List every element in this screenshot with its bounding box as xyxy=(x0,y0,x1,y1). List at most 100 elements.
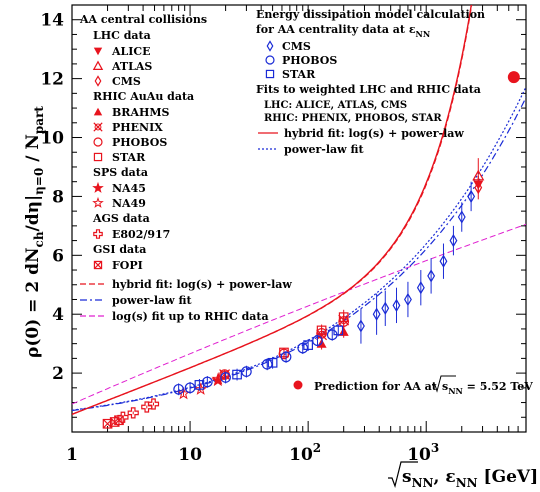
legend-marker xyxy=(94,75,102,87)
data-point xyxy=(261,358,273,370)
data-point xyxy=(404,292,412,307)
legend-line-label: log(s) fit up to RHIC data xyxy=(112,310,269,323)
y-tick-label: 6 xyxy=(52,246,64,266)
data-point xyxy=(381,301,390,315)
log-fit-curve xyxy=(72,223,526,405)
data-point xyxy=(439,254,448,268)
legend-line-label: hybrid fit: log(s) + power-law xyxy=(112,278,292,291)
prediction-sqrt-sign xyxy=(432,375,456,393)
y-tick-label: 14 xyxy=(40,11,64,31)
data-point xyxy=(114,415,124,426)
legend-marker xyxy=(93,229,103,239)
data-point xyxy=(220,372,231,383)
data-point xyxy=(449,233,458,248)
legend-item-label: PHOBOS xyxy=(282,54,337,67)
data-point xyxy=(303,340,313,350)
data-point xyxy=(427,269,436,283)
data-point xyxy=(267,357,278,368)
data-point xyxy=(280,351,292,363)
legend-marker xyxy=(93,107,103,116)
legend-item-label: ALICE xyxy=(111,45,151,58)
y-tick-label: 4 xyxy=(52,305,64,325)
legend-item-label: STAR xyxy=(112,151,146,164)
data-points xyxy=(102,158,485,429)
legend-marker xyxy=(93,47,103,56)
data-point xyxy=(147,398,160,410)
legend-item-label: CMS xyxy=(112,75,141,88)
legend-item-label: CMS xyxy=(282,40,311,53)
data-point xyxy=(392,298,401,313)
legend-marker xyxy=(92,196,104,208)
legend-marker xyxy=(93,137,103,147)
legend-item-label: FOPI xyxy=(112,259,143,272)
x-tick-label: 10 xyxy=(178,445,202,465)
data-point xyxy=(333,325,344,336)
legend-fits-subtitle: LHC: ALICE, ATLAS, CMS xyxy=(264,100,407,111)
data-point xyxy=(416,281,425,295)
data-point xyxy=(467,189,476,204)
data-point xyxy=(338,312,349,323)
legend-marker xyxy=(265,69,275,79)
legend-right-title: Energy dissipation model calculation xyxy=(256,8,485,21)
hybrid-fit-curve xyxy=(72,5,472,415)
legend-item-label: E802/917 xyxy=(112,228,170,241)
data-point xyxy=(194,382,208,395)
legend-item-label: NA49 xyxy=(112,197,146,210)
y-tick-label: 12 xyxy=(40,70,64,90)
data-point xyxy=(232,369,242,380)
x-tick-label: 102 xyxy=(289,441,321,465)
prediction-label: Prediction for AA at xyxy=(314,380,438,393)
data-point xyxy=(338,326,349,336)
data-point xyxy=(316,325,327,336)
legend-group-title: RHIC AuAu data xyxy=(93,90,194,103)
legend-item-label: NA45 xyxy=(112,182,146,195)
legend-marker xyxy=(93,152,103,162)
legend-line-label: power-law fit xyxy=(112,294,192,307)
legend-marker xyxy=(265,55,275,65)
y-axis-label: ρ(0) = 2 dNch/dη|η=0 / Npart xyxy=(23,106,46,358)
data-point xyxy=(127,407,139,419)
data-point xyxy=(173,383,184,395)
legend-line-label: power-law fit xyxy=(284,143,364,156)
data-point xyxy=(201,376,213,388)
legend-fits-subtitle: RHIC: PHENIX, PHOBOS, STAR xyxy=(264,113,442,124)
y-tick-label: 8 xyxy=(52,187,64,207)
plot-frame xyxy=(71,4,527,433)
legend-item-label: BRAHMS xyxy=(112,106,170,119)
prediction-point xyxy=(507,71,520,84)
legend-marker xyxy=(93,260,103,270)
y-tick-label: 2 xyxy=(52,364,64,384)
data-point xyxy=(372,307,381,321)
legend-marker xyxy=(92,60,104,71)
legend-line-label: hybrid fit: log(s) + power-law xyxy=(284,127,464,140)
sqrt-sign xyxy=(388,461,418,489)
data-point xyxy=(474,180,483,195)
legend-group-title: AGS data xyxy=(92,212,150,225)
data-point xyxy=(457,210,466,224)
data-point xyxy=(194,380,205,390)
y-tick-label: 10 xyxy=(40,129,64,149)
legend-fits-title: Fits to weighted LHC and RHIC data xyxy=(256,83,481,96)
x-axis-label: sNN, εNN [GeV] xyxy=(402,467,538,490)
legend-item-label: PHOBOS xyxy=(112,136,167,149)
legend-right: Energy dissipation model calculation for … xyxy=(256,8,485,156)
legend-item-label: ATLAS xyxy=(111,60,152,73)
data-point xyxy=(211,371,225,385)
x-tick-label: 1 xyxy=(66,445,78,465)
prediction-legend-marker xyxy=(293,380,303,390)
legend-group-title: LHC data xyxy=(93,29,151,42)
legend-marker xyxy=(266,40,274,52)
data-point xyxy=(357,319,365,333)
prediction-sqrt-s: sNN = 5.52 TeV xyxy=(442,380,533,396)
data-point xyxy=(297,342,309,354)
legend-item-label: PHENIX xyxy=(112,121,163,134)
legend-marker xyxy=(92,181,104,193)
legend-item-label: STAR xyxy=(282,68,316,81)
legend-marker xyxy=(93,122,103,132)
legend-group-title: GSI data xyxy=(93,243,146,256)
legend-right-title: for AA centrality data at εNN xyxy=(256,23,430,39)
legend-group-title: AA central collisions xyxy=(79,13,207,26)
legend-group-title: SPS data xyxy=(93,166,148,179)
legend-left: AA central collisions LHC data ALICE ATLAS C… xyxy=(79,13,292,323)
